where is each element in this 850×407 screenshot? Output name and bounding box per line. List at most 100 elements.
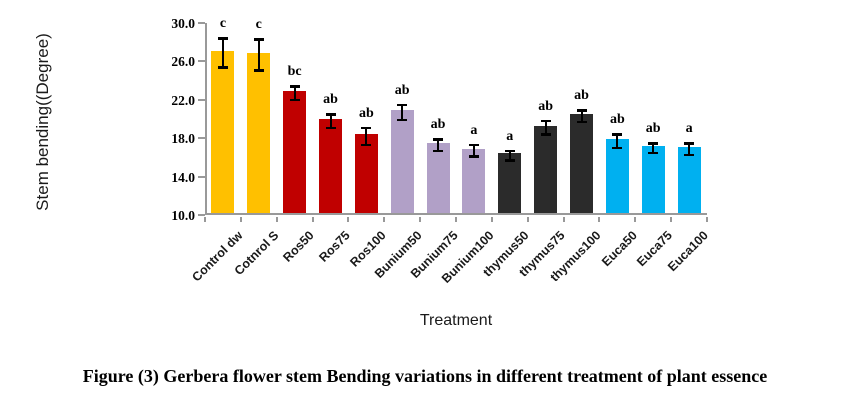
error-bar — [293, 86, 296, 100]
significance-letter: ab — [538, 98, 554, 114]
error-bar — [329, 114, 332, 128]
error-bar-cap — [504, 149, 515, 153]
bar-ros50 — [283, 91, 307, 213]
y-tick-label: 14.0 — [171, 169, 195, 185]
bar-ros75 — [319, 118, 342, 213]
x-category-label: Euca50 — [598, 228, 640, 270]
x-axis-tick — [706, 217, 708, 222]
error-bar — [616, 134, 619, 148]
error-bar — [544, 120, 547, 135]
error-bar-cap — [468, 155, 479, 158]
error-bar — [365, 127, 368, 145]
error-bar-cap — [289, 98, 300, 102]
x-axis-tick — [526, 217, 529, 222]
significance-letter: a — [506, 128, 514, 144]
bar-euca75 — [641, 145, 665, 213]
y-axis-tick — [198, 60, 205, 63]
error-bar-cap — [576, 109, 587, 112]
error-bar-cap — [504, 159, 515, 162]
significance-letter: ab — [323, 92, 338, 108]
bar-thymus75 — [534, 125, 558, 213]
significance-letter: c — [255, 17, 262, 33]
x-category-label: Ros50 — [280, 228, 317, 265]
error-bar-cap — [361, 143, 372, 147]
x-axis-tick — [347, 217, 350, 222]
error-bar-cap — [540, 119, 551, 123]
y-tick-label: 30.0 — [171, 16, 195, 31]
error-bar-cap — [684, 142, 695, 145]
error-bar-cap — [397, 103, 408, 107]
error-bar-cap — [253, 69, 264, 72]
error-bar-cap — [433, 149, 444, 153]
y-axis-tick — [198, 137, 205, 140]
significance-letter: a — [470, 122, 478, 138]
x-axis-tick — [311, 217, 314, 222]
bar-thymus50 — [498, 153, 522, 213]
y-axis-tick — [198, 175, 205, 178]
error-bar-cap — [433, 138, 444, 141]
bar-bunium75 — [426, 142, 450, 213]
plot-area — [205, 23, 707, 215]
error-bar-cap — [540, 133, 551, 136]
significance-letter: ab — [394, 82, 410, 98]
x-axis-tick — [419, 217, 422, 222]
bar-euca100 — [677, 146, 701, 213]
y-axis-title: Stem bending((Degree) — [33, 33, 52, 211]
x-axis-tick — [670, 217, 673, 222]
x-axis-tick — [275, 217, 278, 222]
x-axis-tick — [634, 217, 637, 222]
error-bar-cap — [217, 37, 228, 40]
stem-bending-bar-chart: Stem bending((Degree) Treatment 30.0 26.0… — [33, 16, 711, 329]
error-bar — [401, 104, 404, 120]
error-bar — [508, 150, 511, 161]
error-bar-cap — [468, 143, 479, 147]
error-bar-cap — [648, 151, 659, 155]
bar-bunium50 — [390, 110, 414, 213]
x-axis-tick — [562, 217, 565, 222]
bar-bunium100 — [462, 148, 486, 213]
error-bar-cap — [217, 66, 228, 69]
bar-euca50 — [605, 139, 629, 213]
y-tick-label: 18.0 — [171, 131, 195, 147]
error-bar — [652, 143, 655, 153]
x-category-label: Control dw — [189, 228, 246, 285]
x-axis-tick — [490, 217, 493, 222]
error-bar-cap — [576, 120, 587, 124]
error-bar-cap — [684, 153, 695, 157]
x-axis-title: Treatment — [419, 312, 493, 329]
error-bar — [688, 143, 691, 155]
bar-cotnrol-s — [247, 52, 271, 213]
bar-thymus100 — [570, 114, 593, 213]
x-axis-tick — [598, 217, 601, 222]
figure-caption: Figure (3) Gerbera flower stem Bending v… — [82, 366, 768, 386]
x-axis-tick — [455, 217, 457, 222]
error-bar — [221, 38, 224, 68]
error-bar-cap — [612, 146, 623, 150]
error-bar-cap — [612, 133, 623, 136]
y-tick-label: 10.0 — [171, 208, 195, 223]
significance-letter: ab — [430, 117, 446, 133]
x-axis-tick — [239, 217, 242, 222]
y-tick-label: 22.0 — [171, 92, 195, 108]
error-bar-cap — [253, 38, 264, 41]
y-axis-tick — [198, 98, 205, 101]
x-axis-tick — [383, 217, 386, 222]
error-bar — [472, 144, 475, 157]
error-bar-cap — [361, 126, 372, 130]
error-bar-cap — [397, 118, 408, 122]
error-bar — [437, 139, 440, 151]
bar-control-dw — [211, 50, 235, 213]
bar-ros100 — [354, 134, 378, 213]
x-axis-tick — [204, 217, 206, 222]
error-bar-cap — [325, 126, 336, 130]
y-tick-label: 26.0 — [171, 54, 195, 70]
significance-letter: ab — [574, 88, 589, 104]
significance-letter: c — [219, 16, 227, 32]
error-bar — [580, 110, 583, 122]
y-axis-tick — [198, 214, 205, 216]
error-bar-cap — [325, 113, 336, 116]
error-bar — [257, 39, 260, 71]
significance-letter: ab — [358, 105, 374, 121]
y-axis-tick — [198, 22, 205, 24]
